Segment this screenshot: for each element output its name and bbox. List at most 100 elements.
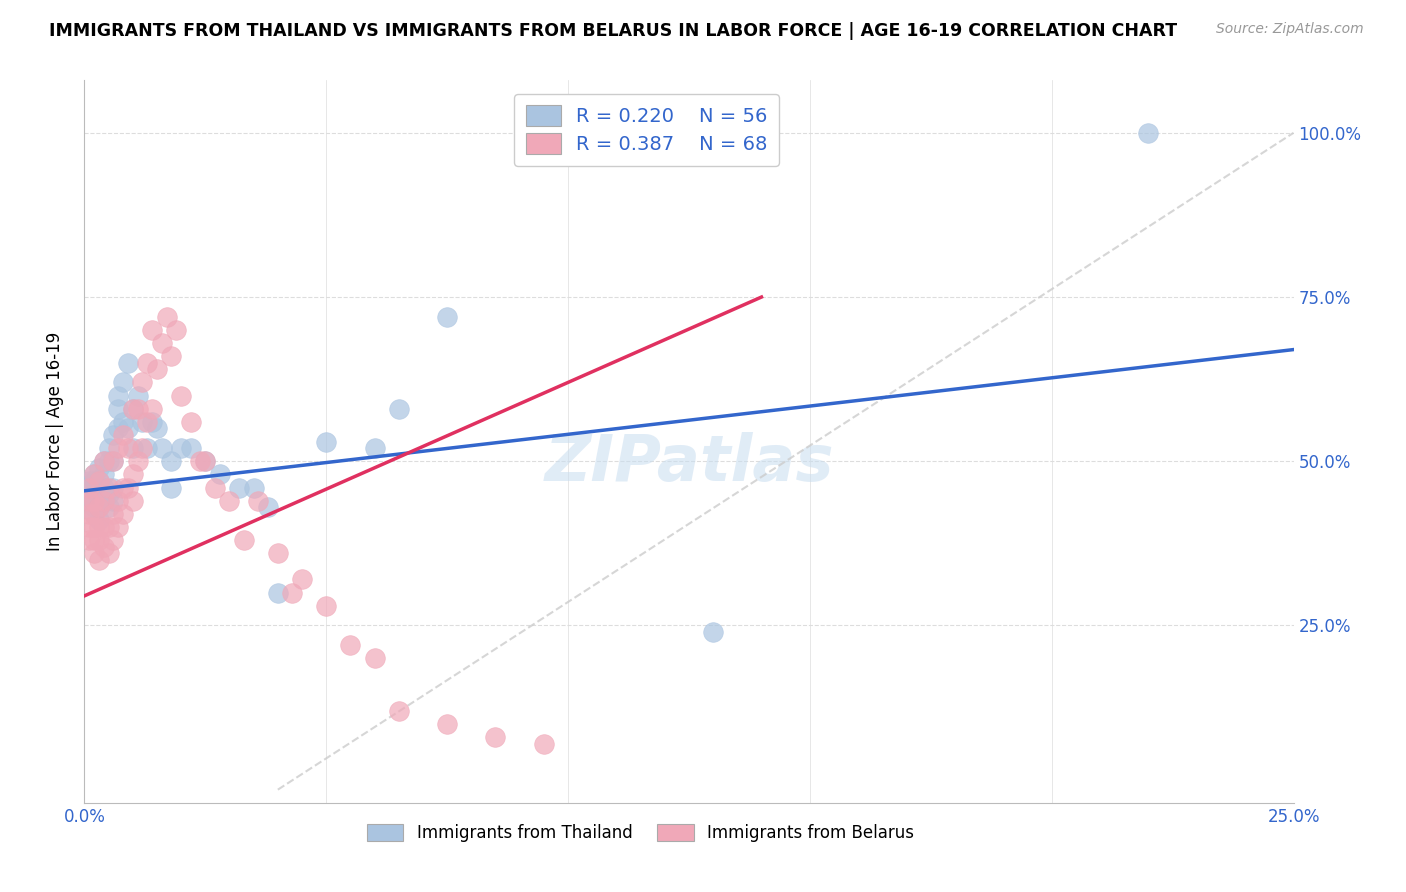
Point [112, 415, 135, 429]
Point [83, 546, 105, 560]
Point [107, 401, 129, 416]
Point [436, 717, 458, 731]
Point [103, 533, 125, 547]
Point [97, 546, 120, 560]
Point [136, 415, 159, 429]
Point [150, 441, 173, 455]
Point [93, 493, 115, 508]
Point [180, 415, 202, 429]
Point [97, 500, 120, 515]
Point [117, 356, 139, 370]
Point [702, 625, 724, 640]
Point [77, 493, 100, 508]
Point [388, 401, 411, 416]
Point [257, 500, 280, 515]
Point [103, 428, 125, 442]
Point [315, 434, 337, 449]
Point [87, 474, 110, 488]
Point [93, 540, 115, 554]
Point [194, 454, 217, 468]
Point [141, 415, 163, 429]
Point [107, 441, 129, 455]
Point [190, 454, 212, 468]
Point [155, 310, 177, 324]
Legend: Immigrants from Thailand, Immigrants from Belarus: Immigrants from Thailand, Immigrants fro… [360, 817, 921, 848]
Point [228, 481, 250, 495]
Point [93, 467, 115, 482]
Point [112, 507, 135, 521]
Point [315, 599, 337, 613]
Point [208, 467, 231, 482]
Point [107, 388, 129, 402]
Text: Source: ZipAtlas.com: Source: ZipAtlas.com [1216, 22, 1364, 37]
Point [121, 401, 143, 416]
Point [136, 441, 159, 455]
Point [77, 520, 100, 534]
Point [77, 474, 100, 488]
Point [436, 310, 458, 324]
Point [77, 493, 100, 508]
Point [97, 520, 120, 534]
Point [77, 481, 100, 495]
Point [87, 487, 110, 501]
Point [112, 481, 135, 495]
Point [77, 507, 100, 521]
Point [127, 454, 149, 468]
Text: ZIPatlas: ZIPatlas [544, 433, 834, 494]
Point [267, 585, 290, 599]
Point [103, 507, 125, 521]
Point [146, 421, 169, 435]
Point [93, 454, 115, 468]
Point [77, 481, 100, 495]
Point [160, 454, 183, 468]
Point [141, 401, 163, 416]
Point [83, 467, 105, 482]
Point [87, 520, 110, 534]
Point [107, 421, 129, 435]
Point [117, 421, 139, 435]
Point [160, 481, 183, 495]
Point [131, 441, 153, 455]
Point [83, 507, 105, 521]
Point [121, 401, 143, 416]
Point [194, 454, 217, 468]
Point [83, 493, 105, 508]
Point [170, 441, 193, 455]
Point [204, 481, 226, 495]
Point [83, 507, 105, 521]
Point [107, 493, 129, 508]
Point [131, 376, 153, 390]
Point [93, 481, 115, 495]
Point [141, 323, 163, 337]
Point [267, 546, 290, 560]
Point [165, 323, 187, 337]
Point [83, 520, 105, 534]
Point [160, 349, 183, 363]
Point [87, 460, 110, 475]
Point [112, 376, 135, 390]
Point [87, 474, 110, 488]
Point [1137, 126, 1160, 140]
Point [83, 467, 105, 482]
Point [533, 737, 555, 751]
Point [117, 481, 139, 495]
Point [97, 481, 120, 495]
Point [127, 401, 149, 416]
Point [97, 487, 120, 501]
Point [150, 336, 173, 351]
Point [93, 493, 115, 508]
Point [127, 388, 149, 402]
Point [93, 454, 115, 468]
Point [388, 704, 411, 718]
Point [103, 481, 125, 495]
Point [146, 362, 169, 376]
Point [233, 533, 256, 547]
Point [87, 513, 110, 527]
Point [97, 454, 120, 468]
Point [218, 493, 240, 508]
Text: IMMIGRANTS FROM THAILAND VS IMMIGRANTS FROM BELARUS IN LABOR FORCE | AGE 16-19 C: IMMIGRANTS FROM THAILAND VS IMMIGRANTS F… [49, 22, 1177, 40]
Point [180, 441, 202, 455]
Point [87, 500, 110, 515]
Y-axis label: In Labor Force | Age 16-19: In Labor Force | Age 16-19 [45, 332, 63, 551]
Point [339, 638, 361, 652]
